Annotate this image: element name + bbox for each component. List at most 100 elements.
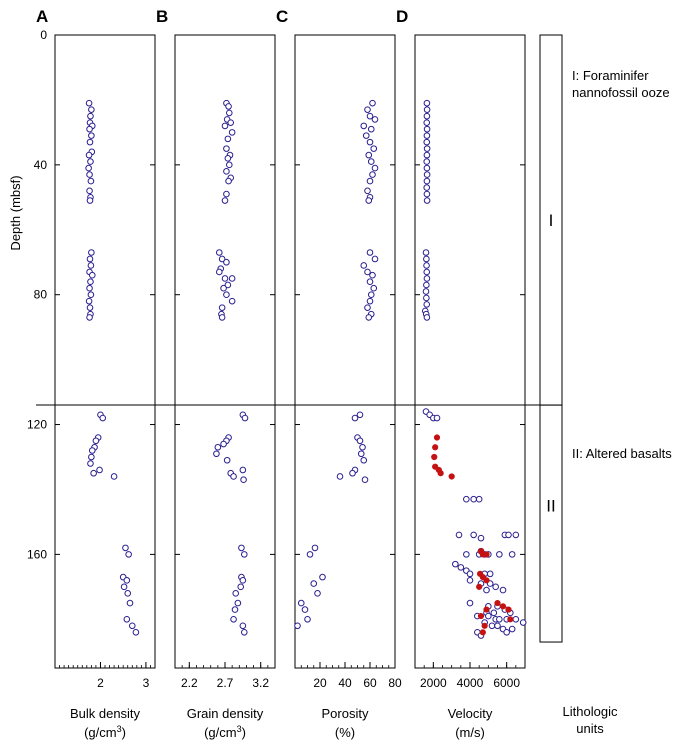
panel-C-xlabel-line1: Porosity (322, 706, 369, 721)
data-point (423, 281, 430, 289)
data-point-filled (483, 606, 490, 613)
data-point (423, 184, 431, 191)
data-point (221, 197, 229, 204)
data-point (88, 132, 95, 139)
data-point (223, 291, 230, 298)
data-point (457, 564, 465, 571)
data-point-filled (505, 606, 512, 613)
data-point (423, 112, 431, 120)
data-point (433, 414, 441, 422)
data-point (423, 158, 431, 165)
lithology-column: I II I: Foraminifer nannofossil ooze II:… (539, 34, 672, 736)
data-point (360, 262, 368, 269)
data-point (220, 284, 227, 292)
data-point (88, 447, 96, 454)
data-point (215, 268, 223, 276)
panel-D-tick-label: 2000 (420, 676, 447, 690)
data-point (230, 616, 237, 623)
data-point (477, 534, 485, 542)
data-point (314, 590, 321, 597)
panels-group: A 2 3 Bulk density (g/cm3) B 2.2 2.7 3.2 Grain de… (36, 7, 527, 740)
data-point (223, 190, 230, 198)
data-point (470, 531, 477, 539)
data-point (86, 197, 94, 204)
data-point (423, 177, 431, 185)
data-point (85, 151, 93, 159)
data-point (366, 138, 374, 146)
data-point (486, 570, 494, 578)
data-point (370, 145, 378, 152)
data-point (310, 580, 318, 587)
data-point (508, 625, 516, 633)
data-point (508, 551, 516, 558)
data-point (223, 168, 230, 175)
data-point (221, 275, 229, 282)
data-point (87, 278, 94, 286)
data-point (466, 599, 474, 607)
panel-B-frame (174, 34, 276, 669)
data-point (223, 145, 230, 152)
lithology-unit-I-roman: I (549, 211, 554, 230)
data-point (239, 577, 247, 584)
panel-C-frame (294, 34, 396, 669)
data-point (120, 583, 128, 591)
data-point (123, 616, 131, 623)
data-point (240, 628, 248, 636)
data-point (490, 609, 498, 617)
data-point (85, 99, 93, 107)
data-point (499, 586, 507, 594)
data-point (366, 112, 374, 120)
data-point (237, 583, 245, 591)
panel-C-tick-label: 80 (388, 676, 402, 690)
data-point (88, 453, 95, 461)
data-point (215, 249, 223, 256)
data-point (519, 619, 527, 626)
data-point (423, 262, 430, 269)
data-point (360, 122, 368, 130)
lithology-unit-II-box (539, 404, 563, 643)
data-point (239, 466, 247, 474)
data-point (336, 473, 344, 480)
data-point (224, 281, 232, 289)
data-point (294, 622, 301, 630)
data-point (351, 414, 359, 422)
data-point-filled (437, 470, 444, 477)
data-point (422, 249, 430, 256)
data-point (228, 129, 236, 136)
data-point (87, 291, 95, 298)
data-point (90, 469, 97, 477)
data-point (463, 495, 470, 503)
data-point (483, 586, 490, 594)
data-point (371, 255, 379, 263)
data-point (423, 301, 431, 308)
data-point (311, 544, 319, 552)
panel-B-tick-label: 2.7 (217, 676, 234, 690)
data-point (86, 284, 93, 292)
data-point (88, 106, 95, 113)
panel-A-frame (54, 34, 156, 669)
data-point (85, 297, 93, 305)
data-point (87, 112, 94, 120)
data-point (124, 590, 132, 597)
data-point (126, 599, 134, 607)
data-point (225, 177, 232, 185)
data-point (492, 583, 499, 591)
panel-C-tick-label: 60 (363, 676, 377, 690)
data-point (503, 628, 510, 636)
panel-D-tick-label: 6000 (493, 676, 520, 690)
lithology-unit-II-roman: II (546, 497, 555, 516)
data-point (367, 125, 375, 133)
panel-C-letter: C (276, 7, 288, 26)
data-point (356, 411, 364, 419)
data-point (230, 473, 237, 480)
data-point (88, 271, 96, 279)
data-point (214, 443, 222, 451)
depth-axis-label: Depth (mbsf) (8, 175, 23, 250)
data-point (423, 164, 431, 172)
panel-B: B 2.2 2.7 3.2 Grain density (g/cm3) (156, 7, 276, 740)
data-point-filled (432, 444, 439, 451)
depth-tick-label: 160 (27, 547, 47, 561)
data-point (466, 577, 474, 584)
data-point (86, 187, 93, 195)
data-point-filled (479, 629, 486, 636)
